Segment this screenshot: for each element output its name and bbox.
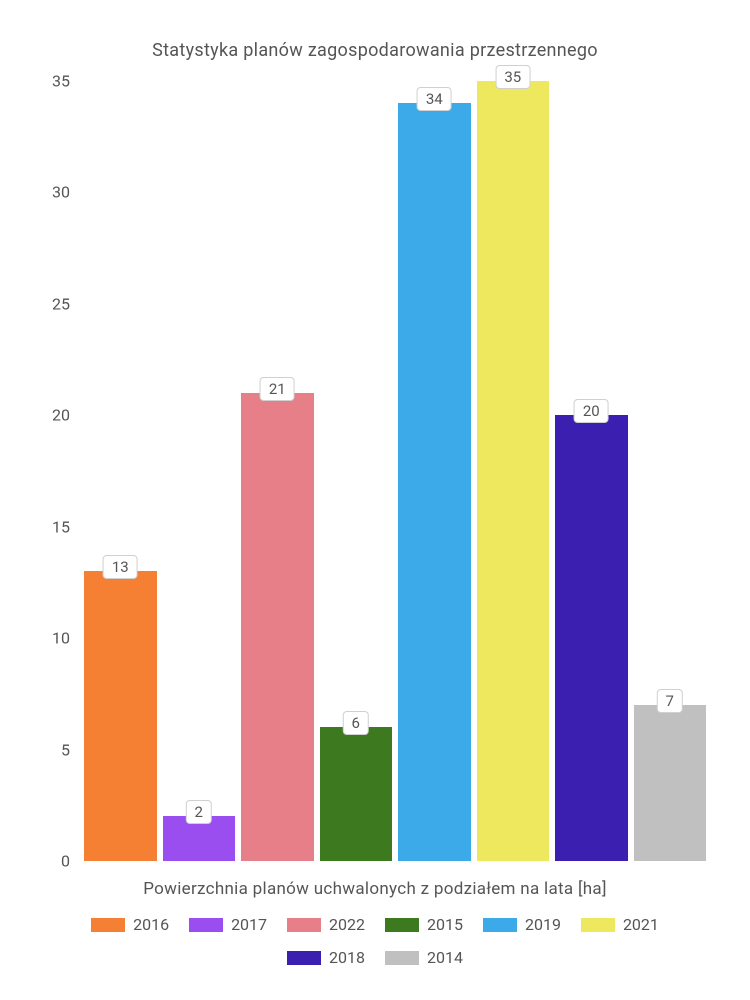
legend-label: 2017 [231, 915, 267, 934]
bar-column: 21 [241, 81, 314, 861]
y-tick: 5 [30, 740, 70, 759]
legend-swatch [483, 918, 517, 932]
bar-value-label: 34 [417, 87, 452, 111]
chart-title: Statystyka planów zagospodarowania przes… [30, 40, 720, 61]
legend-item: 2021 [581, 915, 659, 934]
legend-item: 2015 [385, 915, 463, 934]
bars-area: 1322163435207 [80, 81, 710, 861]
bar-value-label: 6 [343, 711, 369, 735]
bar-value-label: 13 [103, 555, 138, 579]
bar-column: 20 [555, 81, 628, 861]
bar: 2 [163, 816, 236, 861]
y-tick: 20 [30, 406, 70, 425]
y-tick: 15 [30, 517, 70, 536]
legend-item: 2019 [483, 915, 561, 934]
legend-swatch [385, 951, 419, 965]
legend-item: 2014 [385, 948, 463, 967]
legend-swatch [287, 951, 321, 965]
chart-container: Statystyka planów zagospodarowania przes… [0, 0, 750, 1000]
legend-label: 2014 [427, 948, 463, 967]
bar-value-label: 35 [495, 65, 530, 89]
y-tick: 30 [30, 183, 70, 202]
legend-swatch [189, 918, 223, 932]
bar: 35 [477, 81, 550, 861]
legend-label: 2022 [329, 915, 365, 934]
bar-column: 35 [477, 81, 550, 861]
bar-value-label: 7 [657, 689, 683, 713]
legend-swatch [91, 918, 125, 932]
bar: 21 [241, 393, 314, 861]
bar-column: 13 [84, 81, 157, 861]
legend-label: 2015 [427, 915, 463, 934]
y-tick: 0 [30, 852, 70, 871]
bar-value-label: 21 [260, 377, 295, 401]
legend-swatch [287, 918, 321, 932]
bar-column: 7 [634, 81, 707, 861]
bar: 7 [634, 705, 707, 861]
bar: 34 [398, 103, 471, 861]
bar: 20 [555, 415, 628, 861]
x-axis-label: Powierzchnia planów uchwalonych z podzia… [30, 879, 720, 899]
legend-label: 2016 [133, 915, 169, 934]
plot-area: 05101520253035 1322163435207 [80, 81, 710, 861]
bar-column: 34 [398, 81, 471, 861]
legend-label: 2019 [525, 915, 561, 934]
y-tick: 25 [30, 294, 70, 313]
legend-item: 2022 [287, 915, 365, 934]
bar: 6 [320, 727, 393, 861]
legend-label: 2018 [329, 948, 365, 967]
legend: 2016 2017 2022 2015 2019 2021 2018 2014 [30, 915, 720, 967]
bar-column: 2 [163, 81, 236, 861]
legend-label: 2021 [623, 915, 659, 934]
legend-item: 2017 [189, 915, 267, 934]
y-axis: 05101520253035 [30, 81, 80, 861]
legend-swatch [385, 918, 419, 932]
bar: 13 [84, 571, 157, 861]
y-tick: 10 [30, 629, 70, 648]
legend-item: 2016 [91, 915, 169, 934]
bar-value-label: 2 [186, 800, 212, 824]
y-tick: 35 [30, 72, 70, 91]
legend-item: 2018 [287, 948, 365, 967]
bar-value-label: 20 [574, 399, 609, 423]
bar-column: 6 [320, 81, 393, 861]
legend-swatch [581, 918, 615, 932]
